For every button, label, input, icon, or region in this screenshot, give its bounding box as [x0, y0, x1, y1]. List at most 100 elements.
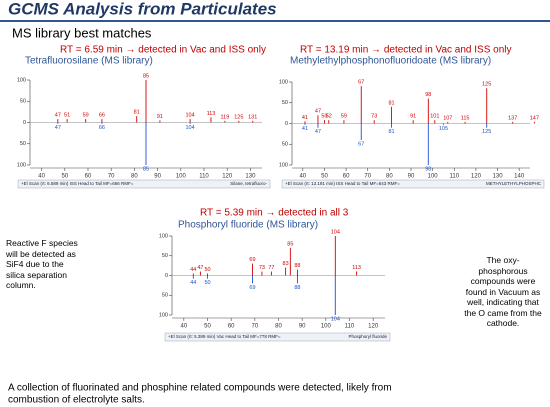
x-tick-label: 80 — [131, 174, 138, 180]
peak-label: 125 — [482, 82, 491, 88]
status-text: +El Scan (rt: 6.589 min) ISS Head to Tai… — [21, 181, 134, 186]
status-text: +El Scan (rt: 5.389 min) Vac Head to Tai… — [168, 334, 281, 339]
x-tick-label: 100 — [176, 174, 187, 180]
peak-label: 73 — [371, 114, 377, 120]
peak-label: 67 — [358, 80, 364, 86]
y-tick-label: 100 — [159, 233, 168, 239]
y-tick-label: 50 — [20, 99, 26, 105]
peak-label: 50 — [204, 280, 210, 286]
peak-label: 85 — [287, 241, 293, 247]
peak-label: 47 — [55, 125, 61, 131]
peak-label: 104 — [185, 125, 194, 131]
x-tick-label: 60 — [228, 324, 235, 330]
peak-label: 44 — [190, 267, 196, 273]
footer-line: A collection of fluorinated and phosphin… — [8, 383, 392, 394]
peak-label: 81 — [388, 129, 394, 135]
peak-label: 41 — [302, 126, 308, 132]
peak-label: 104 — [331, 316, 340, 322]
x-tick-label: 50 — [61, 174, 68, 180]
peak-label: 101 — [430, 114, 439, 120]
peak-label: 91 — [157, 114, 163, 120]
compound-name: Tetrafluorosilane (MS library) — [25, 56, 153, 67]
footer-line: combustion of electrolyte salts. — [8, 395, 145, 406]
x-tick-label: 90 — [408, 174, 415, 180]
x-tick-label: 130 — [245, 174, 256, 180]
x-tick-label: 120 — [471, 174, 482, 180]
x-tick-label: 60 — [343, 174, 350, 180]
peak-label: 105 — [439, 126, 448, 132]
peak-label: 69 — [249, 257, 255, 263]
peak-label: 91 — [410, 114, 416, 120]
status-bar — [164, 332, 391, 342]
peak-label: 77 — [268, 265, 274, 271]
peak-label: 50 — [204, 267, 210, 273]
x-tick-label: 40 — [180, 324, 187, 330]
x-tick-label: 110 — [345, 324, 355, 330]
slide-subtitle: MS library best matches — [12, 25, 152, 40]
y-tick-label: 50 — [162, 293, 168, 299]
peak-label: 83 — [283, 261, 289, 267]
x-tick-label: 60 — [85, 174, 92, 180]
y-tick-label: 100 — [159, 312, 168, 318]
x-tick-label: 70 — [364, 174, 371, 180]
peak-label: 81 — [134, 110, 140, 116]
x-tick-label: 110 — [199, 174, 209, 180]
status-bar — [17, 179, 271, 189]
peak-label: 107 — [443, 115, 452, 121]
peak-label: 69 — [249, 285, 255, 291]
spectrum-heading: RT = 6.59 min → detected in Vac and ISS … — [60, 45, 266, 56]
y-tick-label: 100 — [17, 77, 26, 83]
peak-label: 47 — [315, 109, 321, 115]
status-text: +El Scan (rt: 13.191 min) ISS Head to Ta… — [285, 181, 400, 186]
y-tick-label: 0 — [165, 273, 168, 279]
x-tick-label: 90 — [299, 324, 306, 330]
right-note: The oxy-phosphorous compounds were found… — [464, 255, 542, 328]
peak-label: 52 — [326, 114, 332, 120]
peak-label: 81 — [388, 100, 394, 106]
peak-label: 125 — [234, 114, 243, 120]
peak-label: 147 — [530, 115, 539, 121]
peak-label: 59 — [341, 114, 347, 120]
peak-label: 85 — [143, 73, 149, 79]
x-tick-label: 110 — [449, 174, 459, 180]
x-tick-label: 120 — [368, 324, 379, 330]
x-tick-label: 70 — [251, 324, 258, 330]
y-tick-label: 0 — [23, 120, 26, 126]
x-tick-label: 120 — [222, 174, 233, 180]
peak-label: 119 — [220, 114, 229, 120]
y-tick-label: 50 — [162, 253, 168, 259]
y-tick-label: 50 — [282, 100, 288, 106]
peak-label: 51 — [64, 113, 70, 119]
spectrum-heading: RT = 13.19 min → detected in Vac and ISS… — [300, 45, 512, 56]
x-tick-label: 40 — [299, 174, 306, 180]
library-name: Silane, tetrafluoro- — [230, 181, 267, 186]
peak-label: 67 — [358, 142, 364, 148]
x-tick-label: 40 — [38, 174, 45, 180]
peak-label: 66 — [99, 125, 105, 131]
peak-label: 88 — [294, 263, 300, 269]
peak-label: 73 — [259, 265, 265, 271]
peak-label: 98 — [425, 92, 431, 98]
peak-label: 137 — [508, 115, 517, 121]
x-tick-label: 100 — [428, 174, 439, 180]
x-tick-label: 70 — [108, 174, 115, 180]
x-tick-label: 50 — [321, 174, 328, 180]
peak-label: 47 — [197, 265, 203, 271]
compound-name: Methylethylphosphonofluoridoate (MS libr… — [290, 56, 491, 67]
left-note: Reactive F species will be detected as S… — [6, 238, 78, 290]
spectrum-heading: RT = 5.39 min → detected in all 3 — [200, 208, 349, 219]
x-tick-label: 80 — [386, 174, 393, 180]
y-tick-label: 100 — [279, 162, 288, 168]
x-tick-label: 140 — [514, 174, 525, 180]
peak-label: 41 — [302, 115, 308, 121]
x-tick-label: 90 — [154, 174, 161, 180]
peak-label: 125 — [482, 129, 491, 135]
library-name: METHYLETHYLPHOSPHC — [486, 181, 542, 186]
peak-label: 66 — [99, 113, 105, 119]
peak-label: 131 — [248, 114, 257, 120]
library-name: Phosphoryl fluoride — [348, 334, 387, 339]
peak-label: 44 — [190, 280, 196, 286]
peak-label: 88 — [294, 285, 300, 291]
